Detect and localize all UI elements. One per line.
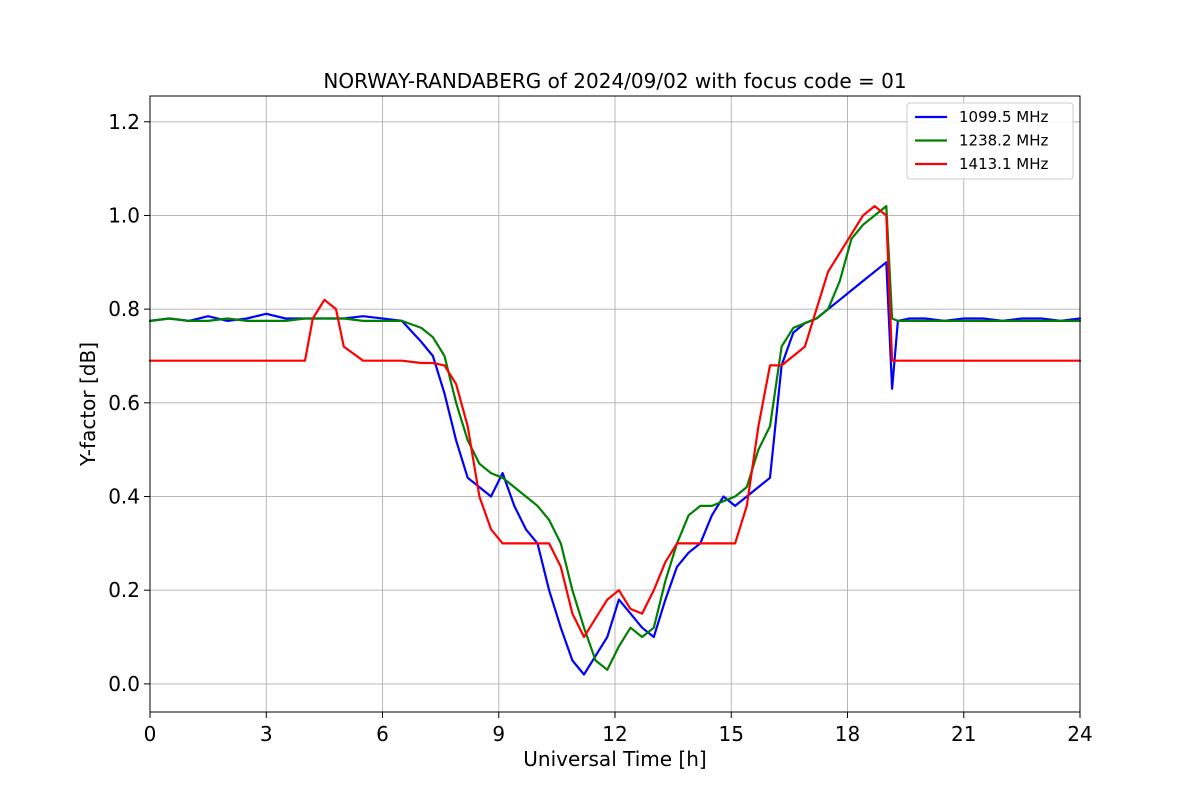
x-tick-label: 21 xyxy=(951,722,976,746)
y-tick-label: 0.4 xyxy=(108,485,140,509)
legend: 1099.5 MHz 1238.2 MHz 1413.1 MHz xyxy=(906,102,1074,180)
y-tick-label: 1.0 xyxy=(108,203,140,227)
series-lines xyxy=(148,205,1082,676)
series-line-2 xyxy=(148,205,1082,671)
y-tick-label: 0.2 xyxy=(108,578,140,602)
y-axis-label: Y-factor [dB] xyxy=(76,342,100,467)
legend-box xyxy=(906,102,1074,180)
x-tick-label: 3 xyxy=(260,722,273,746)
x-tick-label: 15 xyxy=(719,722,744,746)
y-tick-label: 1.2 xyxy=(108,110,140,134)
x-tick-label: 18 xyxy=(835,722,860,746)
x-tick-label: 6 xyxy=(376,722,389,746)
x-tick-label: 0 xyxy=(144,722,157,746)
x-tick-label: 12 xyxy=(602,722,627,746)
series-line-1 xyxy=(148,261,1082,676)
x-axis-label: Universal Time [h] xyxy=(523,747,706,771)
y-tick-label: 0.8 xyxy=(108,297,140,321)
axis-ticks: 0 3 6 9 12 15 18 21 24 0.0 0.2 0.4 0.6 0.8 1.0 1.2 xyxy=(108,110,1093,746)
series-line-3 xyxy=(148,205,1082,639)
x-tick-label: 9 xyxy=(492,722,505,746)
y-tick-label: 0.6 xyxy=(108,391,140,415)
legend-label: 1099.5 MHz xyxy=(959,108,1048,126)
x-tick-label: 24 xyxy=(1067,722,1092,746)
chart-title: NORWAY-RANDABERG of 2024/09/02 with focu… xyxy=(323,69,906,93)
legend-label: 1238.2 MHz xyxy=(959,132,1048,150)
y-tick-label: 0.0 xyxy=(108,672,140,696)
legend-label: 1413.1 MHz xyxy=(959,155,1048,173)
